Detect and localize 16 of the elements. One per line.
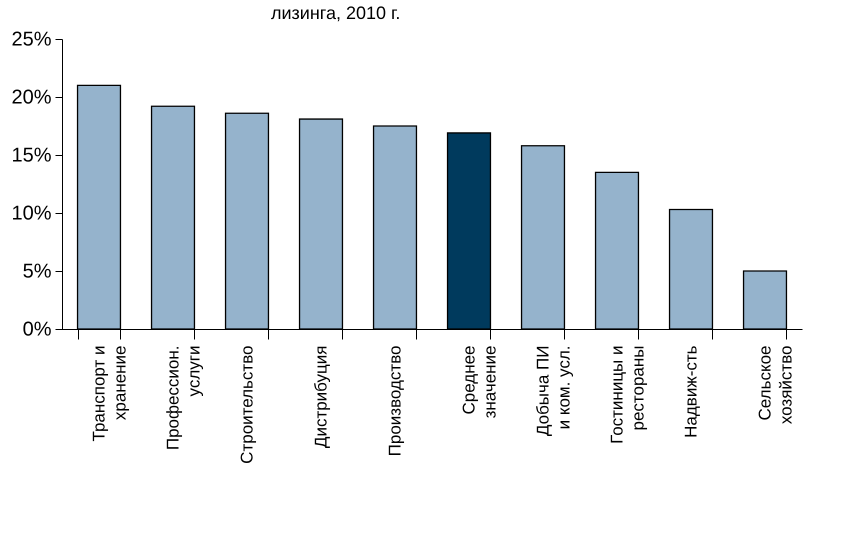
x-tick-label: Дистрибуция: [312, 346, 330, 448]
x-tick-label: Транспорт и хранение: [90, 346, 130, 442]
x-tick-label: Сельское хозяйство: [756, 346, 796, 424]
x-tick-label: Производство: [386, 346, 404, 456]
x-tick-label: Добыча ПИ и ком. усл.: [534, 346, 574, 436]
chart-title: лизинга, 2010 г.: [270, 3, 400, 23]
y-tick-label: 5%: [22, 260, 52, 282]
y-tick-label: 25%: [11, 28, 52, 50]
x-tick-label: Надвиж-сть: [682, 345, 700, 438]
y-tick-label: 10%: [11, 202, 52, 224]
y-tick-label: 0%: [22, 318, 52, 340]
x-tick-label: Строительство: [238, 346, 256, 464]
x-tick-label: Профессион. услуги: [164, 346, 204, 450]
y-tick-label: 20%: [11, 86, 52, 108]
x-tick-label: Среднее значение: [460, 346, 500, 418]
y-tick-label: 15%: [11, 144, 52, 166]
